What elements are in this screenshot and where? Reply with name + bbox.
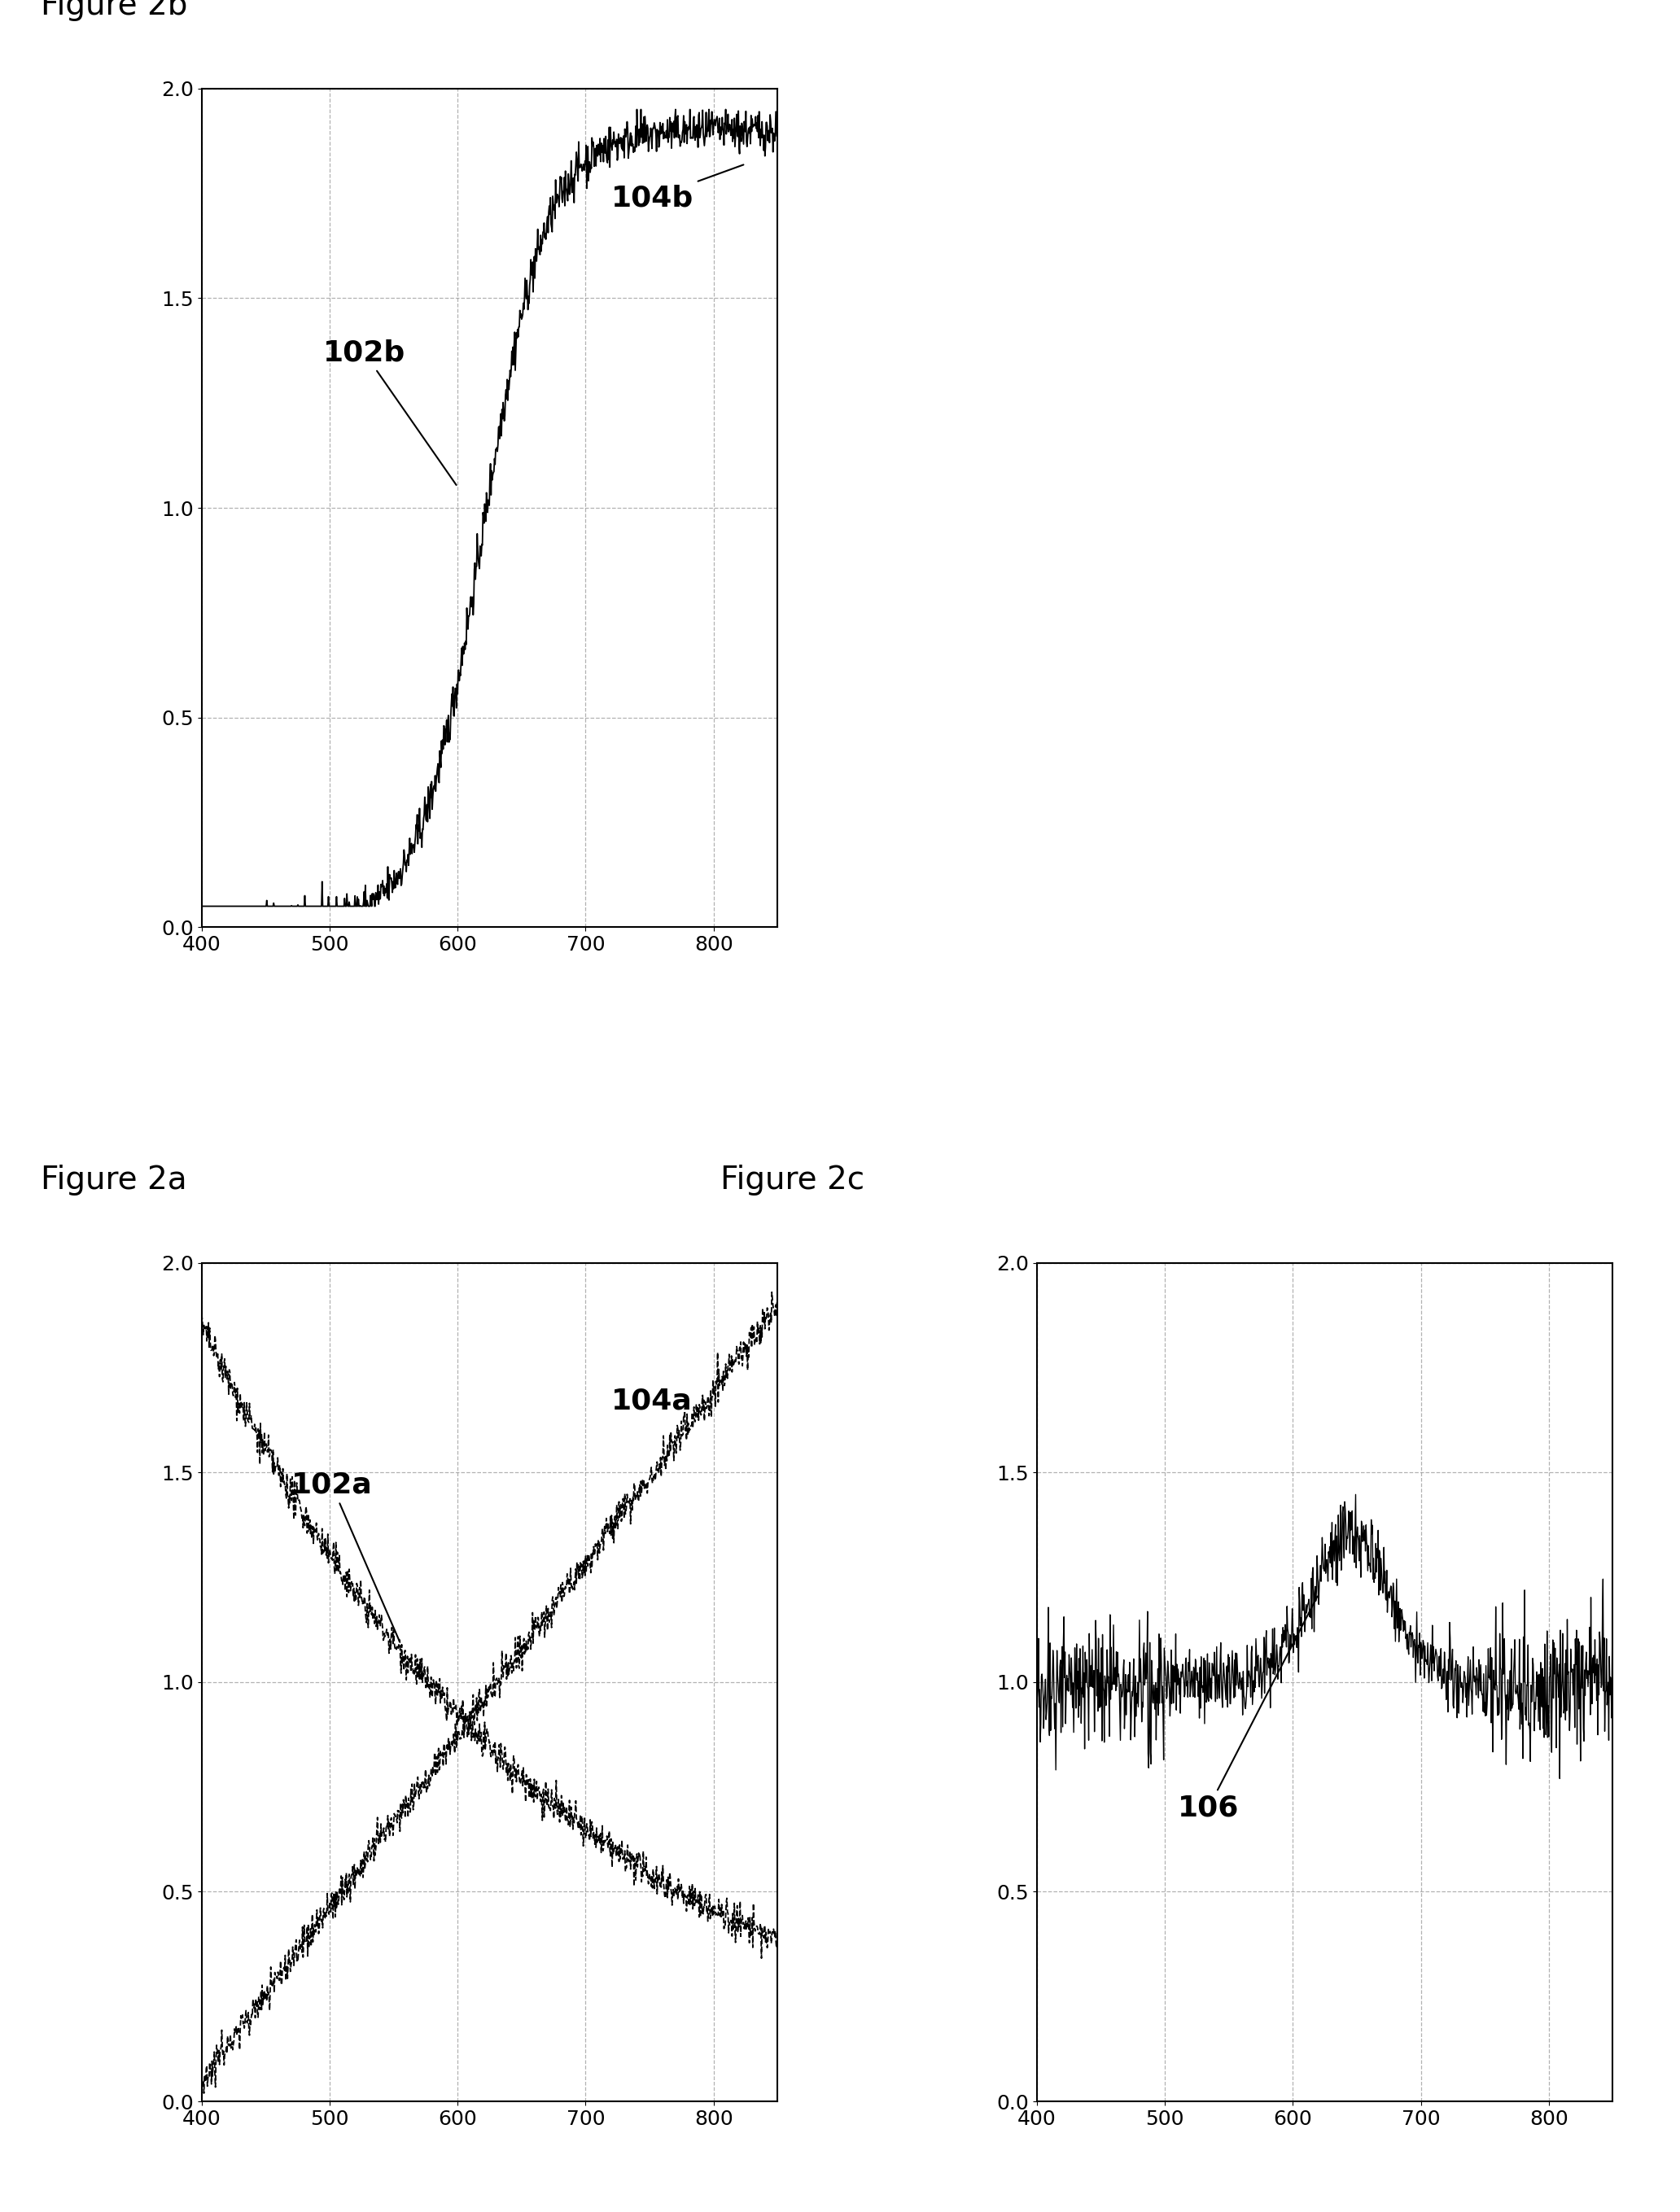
Text: Figure 2a: Figure 2a xyxy=(40,1166,186,1194)
Text: Figure 2b: Figure 2b xyxy=(40,0,186,22)
Text: 104a: 104a xyxy=(612,1387,699,1416)
Text: Figure 2c: Figure 2c xyxy=(721,1166,864,1194)
Text: 106: 106 xyxy=(1178,1597,1317,1823)
Text: 104b: 104b xyxy=(612,164,744,212)
Text: 102b: 102b xyxy=(323,338,457,484)
Text: 102a: 102a xyxy=(291,1471,400,1641)
